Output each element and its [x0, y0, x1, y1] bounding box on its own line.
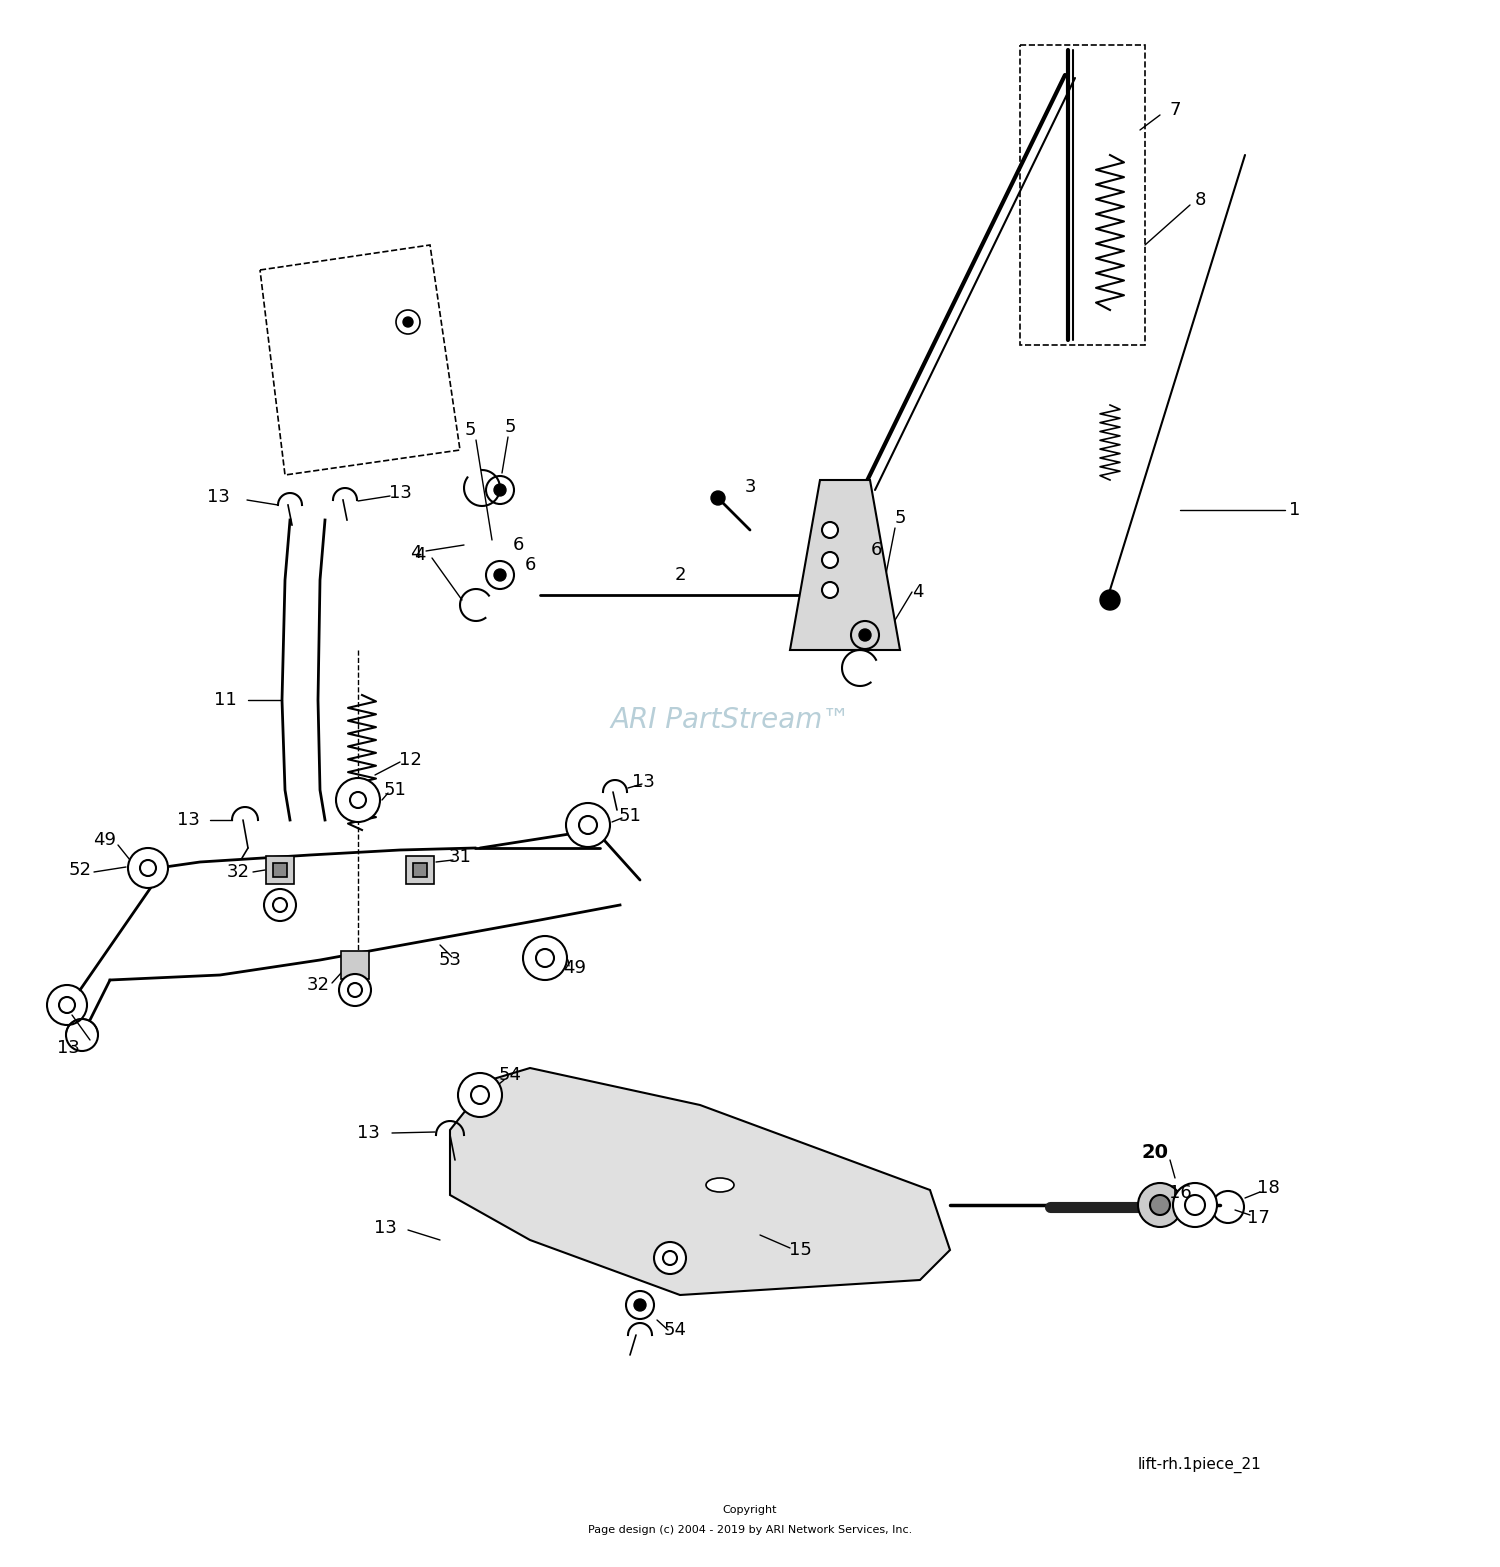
Circle shape	[264, 888, 296, 921]
Circle shape	[822, 522, 839, 537]
Text: 49: 49	[564, 959, 586, 976]
Circle shape	[1138, 1183, 1182, 1227]
Text: 5: 5	[465, 422, 476, 439]
Text: 5: 5	[894, 509, 906, 527]
Circle shape	[404, 317, 412, 328]
Circle shape	[1185, 1196, 1204, 1214]
Text: 2: 2	[674, 566, 686, 584]
Text: 4: 4	[414, 545, 426, 564]
Text: 49: 49	[93, 831, 117, 849]
Circle shape	[494, 484, 506, 497]
Circle shape	[458, 1073, 503, 1117]
Text: 18: 18	[1257, 1178, 1280, 1197]
Circle shape	[634, 1299, 646, 1312]
Text: Page design (c) 2004 - 2019 by ARI Network Services, Inc.: Page design (c) 2004 - 2019 by ARI Netwo…	[588, 1525, 912, 1536]
Text: 4: 4	[411, 544, 422, 563]
Text: 15: 15	[789, 1241, 812, 1258]
Text: 13: 13	[207, 487, 230, 506]
Circle shape	[822, 552, 839, 567]
Text: 1: 1	[1290, 501, 1300, 519]
Text: 13: 13	[632, 773, 654, 791]
Bar	[413, 863, 428, 878]
Text: 16: 16	[1168, 1185, 1191, 1202]
Polygon shape	[790, 480, 900, 650]
Text: 4: 4	[912, 583, 924, 602]
Text: 51: 51	[618, 807, 642, 824]
Text: 53: 53	[438, 951, 462, 968]
Text: 20: 20	[1142, 1144, 1168, 1163]
Circle shape	[822, 581, 839, 599]
Text: 3: 3	[744, 478, 756, 497]
Text: 6: 6	[525, 556, 536, 574]
Text: 13: 13	[177, 812, 200, 829]
Polygon shape	[450, 1069, 950, 1294]
Text: 13: 13	[374, 1219, 396, 1236]
Text: 12: 12	[399, 751, 422, 769]
Circle shape	[859, 628, 871, 641]
Text: 32: 32	[226, 863, 249, 881]
Circle shape	[1100, 591, 1120, 610]
Bar	[266, 856, 294, 884]
Text: 5: 5	[504, 418, 516, 436]
Text: 13: 13	[388, 484, 411, 501]
Circle shape	[494, 569, 506, 581]
Text: 6: 6	[870, 541, 882, 559]
Text: 51: 51	[384, 780, 406, 799]
Text: 52: 52	[69, 860, 92, 879]
Circle shape	[626, 1291, 654, 1319]
Text: 13: 13	[357, 1124, 380, 1142]
Bar	[406, 856, 433, 884]
Text: Copyright: Copyright	[723, 1504, 777, 1515]
Circle shape	[1150, 1196, 1170, 1214]
Text: 8: 8	[1194, 191, 1206, 208]
Bar	[1020, 45, 1144, 345]
Text: lift-rh.1piece_21: lift-rh.1piece_21	[1138, 1457, 1262, 1473]
Text: 7: 7	[1168, 100, 1180, 119]
Circle shape	[654, 1243, 686, 1274]
Bar	[273, 863, 286, 878]
Bar	[340, 951, 369, 979]
Ellipse shape	[706, 1178, 734, 1192]
Text: 32: 32	[306, 976, 330, 993]
Text: 13: 13	[57, 1039, 80, 1058]
Circle shape	[336, 777, 380, 823]
Text: 6: 6	[513, 536, 523, 555]
Circle shape	[524, 935, 567, 979]
Text: 54: 54	[663, 1321, 687, 1338]
Circle shape	[711, 490, 724, 505]
Text: 54: 54	[498, 1066, 522, 1084]
Text: 17: 17	[1246, 1210, 1269, 1227]
Circle shape	[566, 802, 610, 848]
Circle shape	[339, 975, 370, 1006]
Text: ARI PartStream™: ARI PartStream™	[610, 707, 850, 733]
Text: 11: 11	[213, 691, 237, 708]
Circle shape	[128, 848, 168, 888]
Text: 31: 31	[448, 848, 471, 867]
Circle shape	[1173, 1183, 1216, 1227]
